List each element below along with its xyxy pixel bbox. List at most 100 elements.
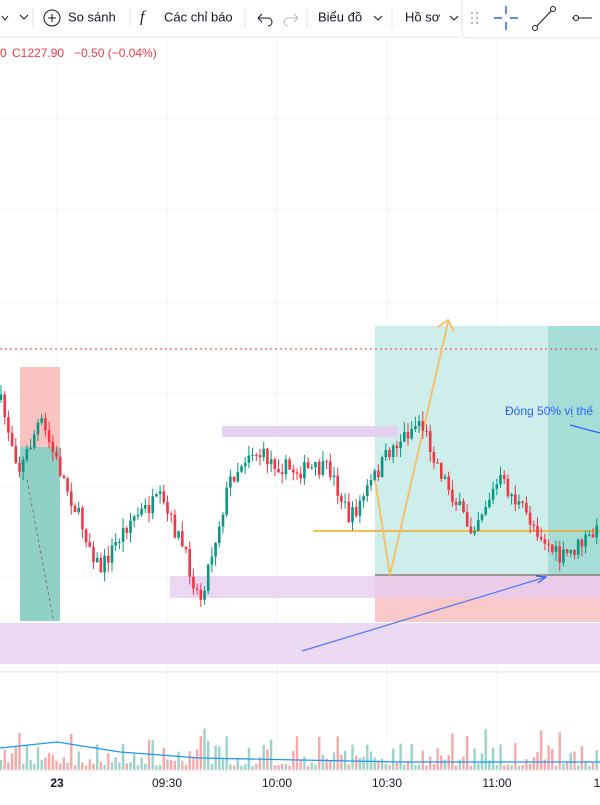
volume-bar [221, 759, 225, 770]
zone-bottom[interactable] [0, 623, 600, 664]
volume-bar [40, 759, 43, 770]
candle-body [332, 475, 336, 478]
volume-bar [99, 761, 103, 770]
trendline-tool[interactable] [534, 8, 554, 29]
path-arrow[interactable] [374, 321, 449, 576]
candle-body [84, 529, 88, 543]
volume-bar [158, 764, 162, 770]
volume-bar [103, 764, 106, 770]
volume-bar [59, 763, 62, 770]
volume-bar [207, 740, 210, 770]
volume-bar [451, 733, 454, 770]
candle-body [558, 546, 561, 563]
candle-body [321, 461, 325, 475]
indicators-button[interactable]: Các chỉ báo [164, 9, 233, 24]
profit-zone-closed[interactable] [548, 326, 600, 575]
dropdown[interactable] [1, 15, 9, 21]
volume-bar [466, 735, 469, 770]
candle-body [576, 539, 580, 555]
candle-body [140, 508, 143, 515]
dropdown[interactable] [449, 15, 459, 21]
candle-body [366, 485, 369, 497]
candle-body [269, 459, 273, 465]
candle-body [580, 539, 584, 547]
candle-body [525, 502, 528, 513]
candle-body [40, 418, 43, 423]
dropdown[interactable] [373, 15, 383, 21]
redo[interactable] [283, 13, 299, 27]
volume-bar [410, 743, 413, 770]
candle-body [591, 534, 595, 538]
volume-bar [47, 752, 51, 770]
candle-body [495, 484, 499, 489]
volume-bar [129, 762, 132, 770]
candle-body [33, 434, 36, 448]
candle-body [465, 511, 469, 527]
volume-bar [22, 763, 25, 770]
candle-body [240, 466, 243, 472]
drawing-toolbar [461, 0, 600, 39]
volume-bar [292, 751, 295, 770]
candle-body [588, 534, 591, 536]
candle-body [147, 505, 151, 514]
volume-bar [536, 752, 539, 770]
volume-bar [188, 751, 191, 770]
candle-body [225, 487, 228, 515]
candle-body [347, 501, 351, 523]
chart-menu[interactable]: Biểu đồ [318, 9, 362, 24]
candle-body [66, 478, 69, 492]
callout-line [569, 424, 600, 434]
volume-bar [514, 743, 517, 770]
short-profit[interactable] [20, 447, 60, 621]
volume-bar [440, 755, 443, 770]
candle-body [354, 507, 358, 516]
profile-menu[interactable]: Hồ sơ [405, 9, 441, 24]
volume-bar [121, 743, 125, 770]
indicator-icon[interactable]: f [140, 9, 147, 26]
candle-body [595, 525, 598, 538]
volume-bar [173, 760, 177, 770]
volume-bar [591, 762, 595, 770]
volume-bar [284, 764, 288, 770]
volume-bar [369, 751, 373, 770]
candle-body [288, 459, 291, 470]
zone-mid[interactable] [170, 576, 600, 598]
candle-body [417, 421, 421, 427]
compare-icon[interactable] [43, 9, 61, 27]
candle-body [514, 494, 517, 505]
drag-handle[interactable] [470, 11, 479, 25]
candle-body [403, 431, 406, 442]
candle-body [77, 507, 80, 513]
volume-bar [33, 764, 36, 770]
candle-body [192, 576, 195, 589]
zone-top[interactable] [222, 426, 398, 437]
crosshair-tool[interactable] [494, 6, 518, 30]
candle-body [136, 514, 140, 517]
volume-bar [84, 765, 88, 770]
volume-bar [362, 756, 365, 770]
trend-arrow[interactable] [301, 576, 547, 652]
candle-body [277, 468, 280, 473]
time-label: 10:00 [262, 776, 292, 790]
candle-body [551, 544, 554, 552]
volume-bar [88, 759, 91, 770]
dropdown[interactable] [19, 14, 29, 20]
candle-body [314, 461, 317, 468]
volume-bar [62, 757, 66, 770]
candle-body [343, 501, 347, 503]
volume-bar [110, 762, 114, 770]
volume-bar [210, 764, 214, 770]
volume-bar [140, 757, 143, 770]
undo[interactable] [257, 13, 273, 27]
volume-bar [377, 760, 380, 770]
candle-body [443, 476, 447, 479]
volume-bar [558, 732, 561, 770]
annotation[interactable]: Đóng 50% vị thế [505, 404, 593, 418]
candle-body [214, 542, 217, 557]
volume-bar [314, 764, 317, 770]
compare-button[interactable]: So sánh [68, 9, 116, 24]
candle-body [510, 494, 513, 497]
candle-body [458, 501, 462, 505]
short-loss[interactable] [20, 367, 60, 447]
